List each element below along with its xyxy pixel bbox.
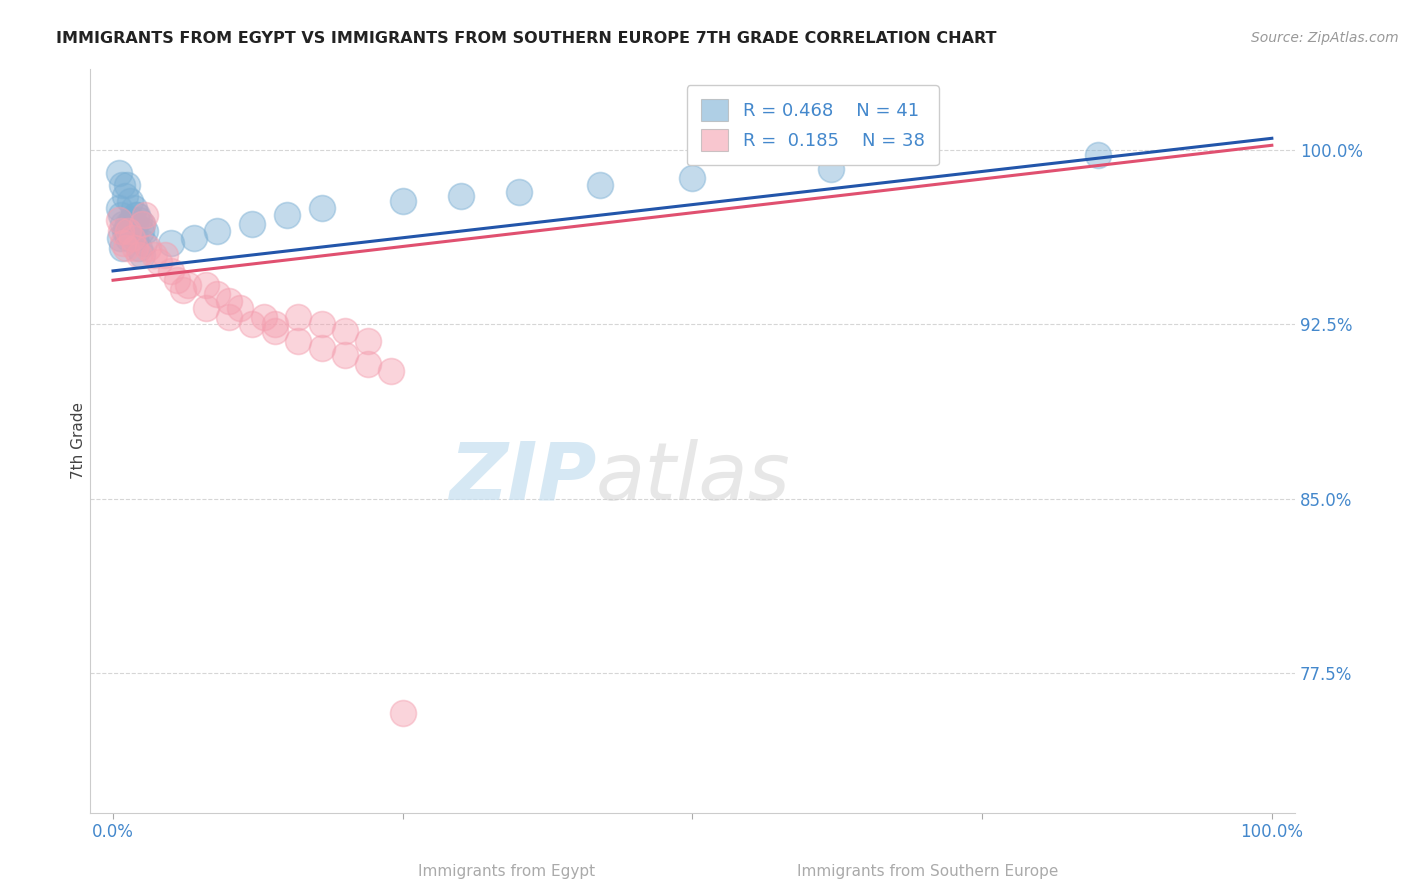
- Point: [114, 241, 136, 255]
- Point: [166, 273, 188, 287]
- Point: [127, 208, 149, 222]
- Legend: R = 0.468    N = 41, R =  0.185    N = 38: R = 0.468 N = 41, R = 0.185 N = 38: [686, 85, 939, 165]
- Point: [240, 318, 263, 332]
- Point: [207, 224, 229, 238]
- Point: [136, 241, 159, 255]
- Point: [121, 212, 143, 227]
- Point: [108, 166, 131, 180]
- Point: [380, 364, 402, 378]
- Point: [311, 201, 333, 215]
- Point: [134, 224, 156, 238]
- Point: [112, 235, 135, 250]
- Point: [111, 241, 134, 255]
- Point: [111, 178, 134, 192]
- Point: [117, 231, 139, 245]
- Point: [128, 212, 150, 227]
- Point: [122, 201, 145, 215]
- Point: [129, 224, 152, 238]
- Point: [287, 334, 309, 348]
- Point: [108, 201, 131, 215]
- Point: [508, 185, 530, 199]
- Point: [333, 348, 356, 362]
- Point: [194, 277, 217, 292]
- Point: [218, 294, 240, 309]
- Point: [114, 224, 136, 238]
- Point: [264, 318, 287, 332]
- Point: [124, 231, 146, 245]
- Point: [131, 218, 153, 232]
- Point: [287, 310, 309, 325]
- Point: [110, 224, 132, 238]
- Point: [121, 212, 143, 227]
- Point: [117, 224, 139, 238]
- Point: [128, 247, 150, 261]
- Point: [112, 218, 135, 232]
- Point: [148, 254, 170, 268]
- Point: [124, 241, 146, 255]
- Point: [108, 231, 131, 245]
- Point: [125, 208, 148, 222]
- Text: Source: ZipAtlas.com: Source: ZipAtlas.com: [1251, 31, 1399, 45]
- Y-axis label: 7th Grade: 7th Grade: [72, 402, 86, 479]
- Point: [253, 310, 276, 325]
- Point: [124, 218, 146, 232]
- Point: [121, 231, 143, 245]
- Point: [207, 287, 229, 301]
- Text: Immigrants from Egypt: Immigrants from Egypt: [418, 864, 595, 879]
- Point: [357, 357, 380, 371]
- Text: Immigrants from Southern Europe: Immigrants from Southern Europe: [797, 864, 1059, 879]
- Point: [114, 224, 136, 238]
- Text: ZIP: ZIP: [449, 439, 596, 517]
- Point: [357, 334, 380, 348]
- Point: [1087, 147, 1109, 161]
- Point: [160, 264, 183, 278]
- Point: [311, 341, 333, 355]
- Point: [333, 325, 356, 339]
- Point: [131, 247, 153, 261]
- Point: [177, 277, 200, 292]
- Point: [218, 310, 240, 325]
- Point: [110, 208, 132, 222]
- Point: [229, 301, 252, 315]
- Point: [142, 247, 165, 261]
- Point: [311, 318, 333, 332]
- Point: [450, 189, 472, 203]
- Point: [108, 212, 131, 227]
- Point: [589, 178, 612, 192]
- Point: [681, 170, 703, 185]
- Point: [820, 161, 842, 176]
- Point: [276, 208, 298, 222]
- Point: [240, 218, 263, 232]
- Point: [264, 325, 287, 339]
- Text: atlas: atlas: [596, 439, 790, 517]
- Point: [160, 235, 183, 250]
- Point: [153, 247, 176, 261]
- Point: [128, 241, 150, 255]
- Text: IMMIGRANTS FROM EGYPT VS IMMIGRANTS FROM SOUTHERN EUROPE 7TH GRADE CORRELATION C: IMMIGRANTS FROM EGYPT VS IMMIGRANTS FROM…: [56, 31, 997, 46]
- Point: [115, 178, 138, 192]
- Point: [172, 283, 194, 297]
- Point: [131, 218, 153, 232]
- Point: [120, 194, 142, 208]
- Point: [114, 189, 136, 203]
- Point: [391, 194, 413, 208]
- Point: [134, 235, 156, 250]
- Point: [183, 231, 205, 245]
- Point: [194, 301, 217, 315]
- Point: [117, 218, 139, 232]
- Point: [134, 208, 156, 222]
- Point: [391, 706, 413, 720]
